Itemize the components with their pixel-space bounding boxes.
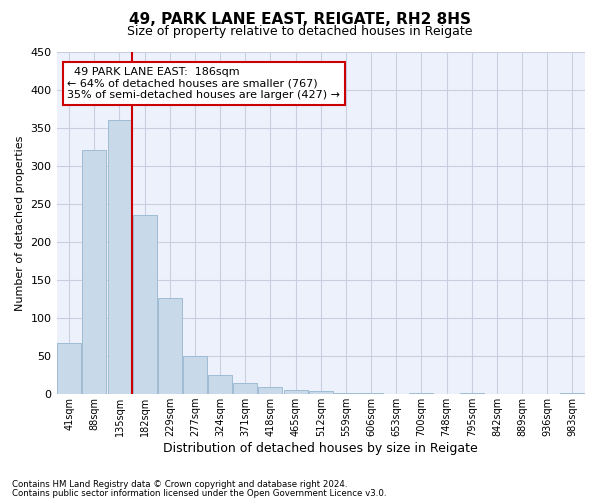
Bar: [133, 215, 157, 394]
Bar: [309, 391, 333, 394]
Bar: [82, 150, 106, 394]
Text: Contains HM Land Registry data © Crown copyright and database right 2024.: Contains HM Land Registry data © Crown c…: [12, 480, 347, 489]
Bar: [233, 382, 257, 394]
Text: 49 PARK LANE EAST:  186sqm
← 64% of detached houses are smaller (767)
35% of sem: 49 PARK LANE EAST: 186sqm ← 64% of detac…: [67, 67, 340, 100]
Bar: [208, 375, 232, 394]
Text: Contains public sector information licensed under the Open Government Licence v3: Contains public sector information licen…: [12, 489, 386, 498]
Bar: [158, 298, 182, 394]
X-axis label: Distribution of detached houses by size in Reigate: Distribution of detached houses by size …: [163, 442, 478, 455]
Bar: [57, 343, 81, 394]
Y-axis label: Number of detached properties: Number of detached properties: [15, 135, 25, 310]
Text: 49, PARK LANE EAST, REIGATE, RH2 8HS: 49, PARK LANE EAST, REIGATE, RH2 8HS: [129, 12, 471, 28]
Bar: [284, 390, 308, 394]
Bar: [183, 356, 207, 394]
Bar: [259, 386, 283, 394]
Text: Size of property relative to detached houses in Reigate: Size of property relative to detached ho…: [127, 25, 473, 38]
Bar: [560, 392, 584, 394]
Bar: [107, 120, 131, 394]
